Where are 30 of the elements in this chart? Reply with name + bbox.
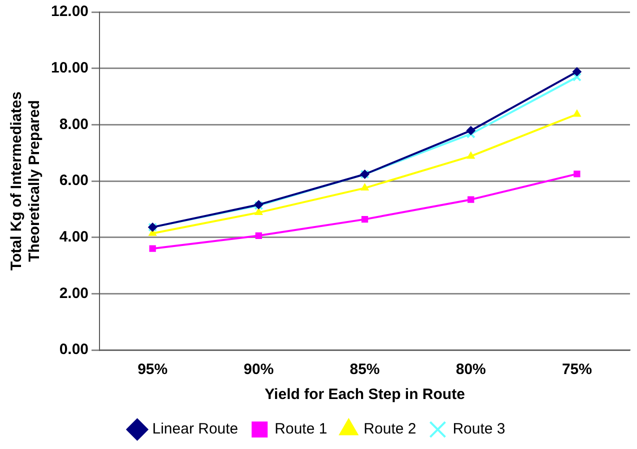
y-axis-title: Total Kg of Intermediates Theoretically Prepared xyxy=(8,92,44,270)
y-tick-label: 10.00 xyxy=(50,59,89,76)
point xyxy=(574,170,580,178)
x-axis-title: Yield for Each Step in Route xyxy=(264,386,465,404)
point xyxy=(466,126,476,136)
point xyxy=(254,208,263,216)
y-tick-label: 12.00 xyxy=(50,3,89,20)
x-tick-label: 75% xyxy=(562,361,592,378)
point xyxy=(468,196,474,203)
legend-label: Route 3 xyxy=(452,420,506,438)
point xyxy=(572,72,582,82)
point xyxy=(360,184,369,191)
y-tick-label: 4.00 xyxy=(59,228,89,246)
x-tick-label: 80% xyxy=(456,361,486,378)
x-tick-label: 95% xyxy=(138,361,168,378)
y-tick-label: 6.00 xyxy=(59,172,89,190)
point xyxy=(255,232,262,239)
point xyxy=(572,110,581,117)
x-tick-label: 90% xyxy=(244,361,274,378)
y-tick-label: 0.00 xyxy=(59,341,89,358)
point xyxy=(466,152,475,159)
point xyxy=(361,216,368,223)
legend-label: Route 1 xyxy=(274,420,328,438)
legend-label: Route 2 xyxy=(364,420,416,438)
point xyxy=(149,245,156,252)
y-tick-label: 2.00 xyxy=(59,284,89,302)
legend-label: Linear Route xyxy=(152,420,238,438)
point xyxy=(572,67,582,76)
y-tick-label: 8.00 xyxy=(59,116,89,133)
x-tick-label: 85% xyxy=(350,361,380,378)
